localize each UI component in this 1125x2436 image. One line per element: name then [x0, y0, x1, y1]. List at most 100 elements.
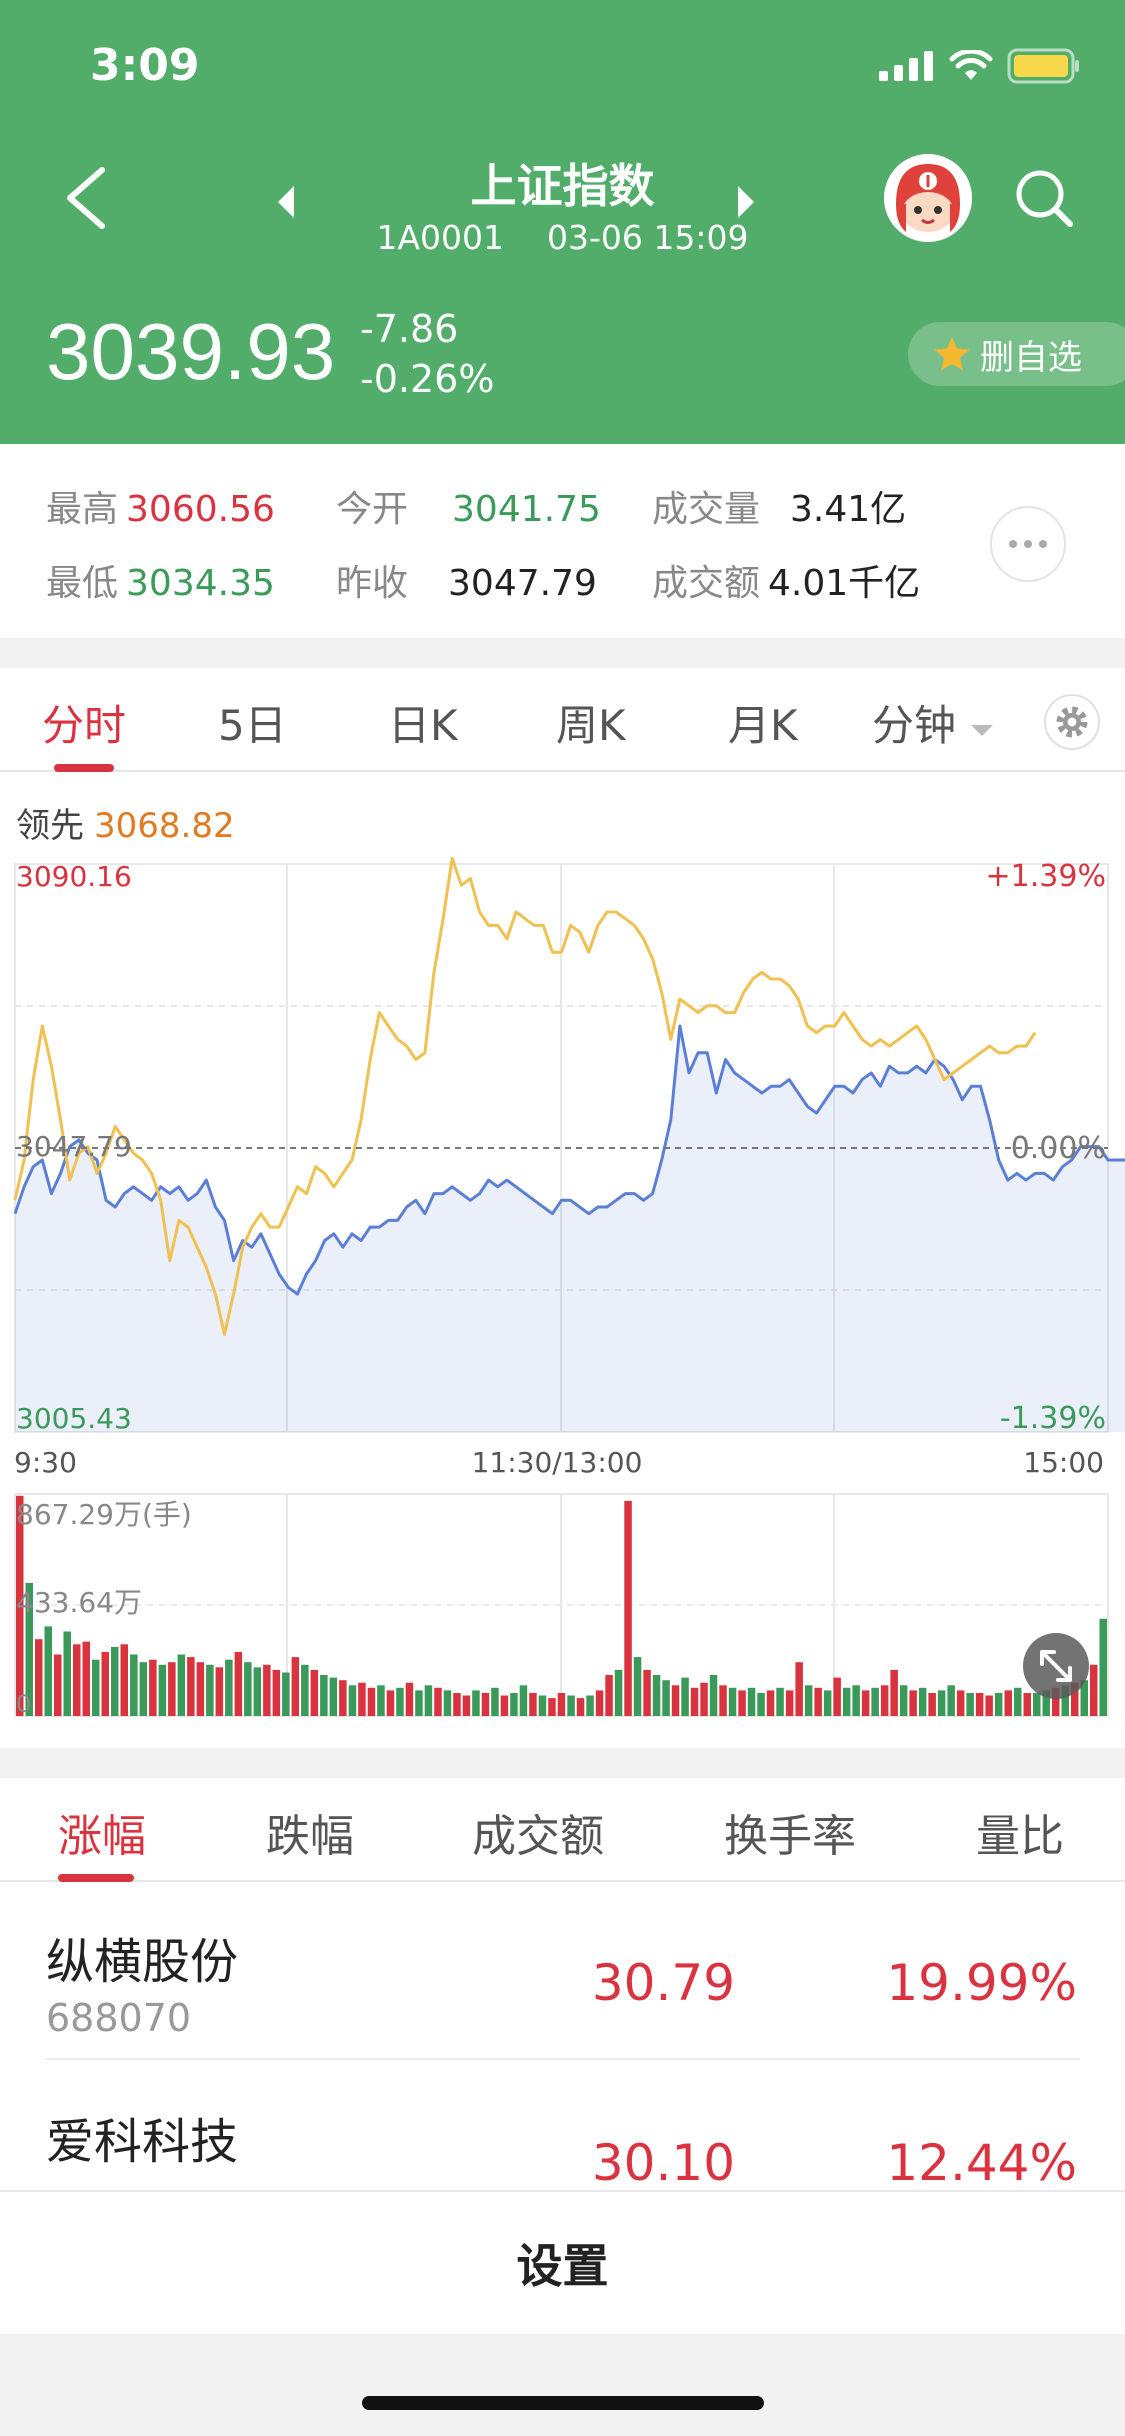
- volume-bar: [928, 1693, 936, 1716]
- stock-change-pct: 12.44%: [886, 2134, 1077, 2192]
- ranking-tabs: 涨幅 跌幅 成交额 换手率 量比: [0, 1778, 1125, 1882]
- remove-favorite-label: 删自选: [980, 337, 1082, 378]
- stock-code: 1A0001: [376, 218, 505, 257]
- expand-button[interactable]: [1023, 1633, 1089, 1699]
- avatar[interactable]: [884, 154, 972, 242]
- low-value: 3034.35: [126, 563, 275, 604]
- quote-panel: 最高 3060.56 最低 3034.35 今开 3041.75 昨收 3047.79 …: [0, 444, 1125, 638]
- settings-label: 设置: [516, 2239, 609, 2293]
- low-stat: 最低 3034.35: [46, 554, 275, 606]
- tab-volume-ratio[interactable]: 量比: [976, 1811, 1064, 1862]
- chart-settings-button[interactable]: [1044, 694, 1100, 750]
- volume-bar: [795, 1662, 803, 1716]
- volume-bar: [358, 1682, 366, 1716]
- volume-bar: [899, 1685, 908, 1716]
- low-label: 最低: [46, 563, 119, 604]
- tab-5day[interactable]: 5日: [218, 701, 287, 750]
- tab-losers[interactable]: 跌幅: [266, 1811, 354, 1862]
- home-indicator[interactable]: [362, 2396, 764, 2410]
- search-button[interactable]: [1012, 166, 1076, 230]
- back-button[interactable]: [58, 160, 118, 236]
- volume-bar: [728, 1687, 737, 1716]
- pct-min-label: -1.39%: [1000, 1401, 1106, 1436]
- next-stock-button[interactable]: [730, 182, 760, 222]
- volume-bars-group: [16, 1495, 1107, 1716]
- high-value: 3060.56: [126, 489, 275, 530]
- volume-bar: [225, 1659, 233, 1716]
- x-tick-label: 15:00: [1023, 1446, 1104, 1479]
- volume-bar: [785, 1690, 794, 1716]
- more-dot: [1024, 540, 1032, 548]
- prev-stock-button[interactable]: [272, 182, 302, 222]
- high-stat: 最高 3060.56: [46, 480, 275, 532]
- volume-bar: [301, 1664, 309, 1716]
- tab-minute[interactable]: 分钟: [872, 692, 995, 753]
- volume-bar: [73, 1644, 81, 1716]
- wifi-icon: [949, 50, 993, 80]
- open-stat: 今开 3041.75: [336, 480, 601, 532]
- volume-bar: [747, 1687, 756, 1716]
- tab-turnover-rate[interactable]: 换手率: [724, 1811, 856, 1862]
- volume-bar: [1042, 1690, 1050, 1716]
- signal-icon: [879, 51, 933, 81]
- volume-bar: [690, 1687, 699, 1716]
- volume-bar: [386, 1690, 395, 1716]
- volume-bar: [253, 1667, 262, 1716]
- price-change: -7.86: [360, 307, 459, 351]
- volume-bar: [776, 1687, 784, 1716]
- volume-bar: [681, 1677, 689, 1716]
- price-area-fill: [15, 1026, 1125, 1432]
- volume-bar: [139, 1662, 148, 1716]
- tab-gainers[interactable]: 涨幅: [58, 1811, 146, 1862]
- tab-weekly-k[interactable]: 周K: [556, 701, 626, 750]
- volume-bar: [472, 1690, 480, 1716]
- x-tick-label: 9:30: [14, 1446, 77, 1479]
- volume-bar: [871, 1687, 879, 1716]
- chart-panel: 分时 5日 日K 周K 月K 分钟 领先 3068.82: [0, 668, 1125, 1748]
- volume-bar: [187, 1657, 195, 1716]
- volume-bar: [1071, 1682, 1079, 1716]
- intraday-chart[interactable]: 3090.16 3047.79 3005.43 +1.39% 0.00% -1.…: [0, 668, 1125, 1748]
- prev-close-label: 昨收: [336, 563, 409, 604]
- tab-daily-k[interactable]: 日K: [388, 701, 458, 750]
- volume-bar: [481, 1693, 490, 1716]
- prev-close-stat: 昨收 3047.79: [336, 554, 597, 606]
- remove-favorite-button[interactable]: 删自选: [908, 322, 1125, 386]
- volume-bar: [367, 1687, 376, 1716]
- volume-bar: [168, 1662, 176, 1716]
- volume-bar: [424, 1685, 433, 1716]
- stock-subtitle: 1A0001 03-06 15:09: [0, 218, 1125, 257]
- chart-tabs: 分时 5日 日K 周K 月K 分钟: [0, 668, 1125, 772]
- volume-bar: [415, 1690, 423, 1716]
- price-change-block: -7.86 -0.26%: [360, 304, 494, 404]
- more-dot: [1039, 540, 1047, 548]
- list-item[interactable]: 纵横股份 688070 30.79 19.99%: [0, 1882, 1125, 2062]
- more-button[interactable]: [990, 506, 1066, 582]
- volume-bar: [633, 1657, 642, 1716]
- tab-minute-label: 分钟: [872, 701, 957, 750]
- volume-bar: [1004, 1690, 1012, 1716]
- volume-bar: [643, 1669, 651, 1716]
- volume-bar: [719, 1685, 727, 1716]
- tab-turnover[interactable]: 成交额: [472, 1811, 604, 1862]
- open-value: 3041.75: [452, 489, 601, 530]
- volume-bar: [1014, 1687, 1022, 1716]
- volume-bar: [538, 1695, 547, 1716]
- volume-bar: [101, 1652, 109, 1716]
- volume-bar: [44, 1626, 52, 1716]
- volume-bar: [35, 1639, 43, 1716]
- volume-bar: [985, 1695, 993, 1716]
- list-item[interactable]: 爱科科技 30.10 12.44%: [0, 2062, 1125, 2192]
- volume-bar: [82, 1641, 90, 1716]
- tab-monthly-k[interactable]: 月K: [728, 701, 798, 750]
- volume-stat: 成交量 3.41亿: [652, 480, 906, 532]
- stock-price: 30.10: [591, 2134, 735, 2192]
- volume-bar: [111, 1646, 119, 1716]
- tab-intraday[interactable]: 分时: [42, 701, 127, 750]
- volume-bar: [453, 1693, 461, 1716]
- volume-bar: [814, 1687, 822, 1716]
- volume-bar: [567, 1695, 575, 1716]
- volume-bar: [329, 1677, 338, 1716]
- settings-button[interactable]: 设置: [0, 2190, 1125, 2334]
- prev-close-value: 3047.79: [448, 563, 597, 604]
